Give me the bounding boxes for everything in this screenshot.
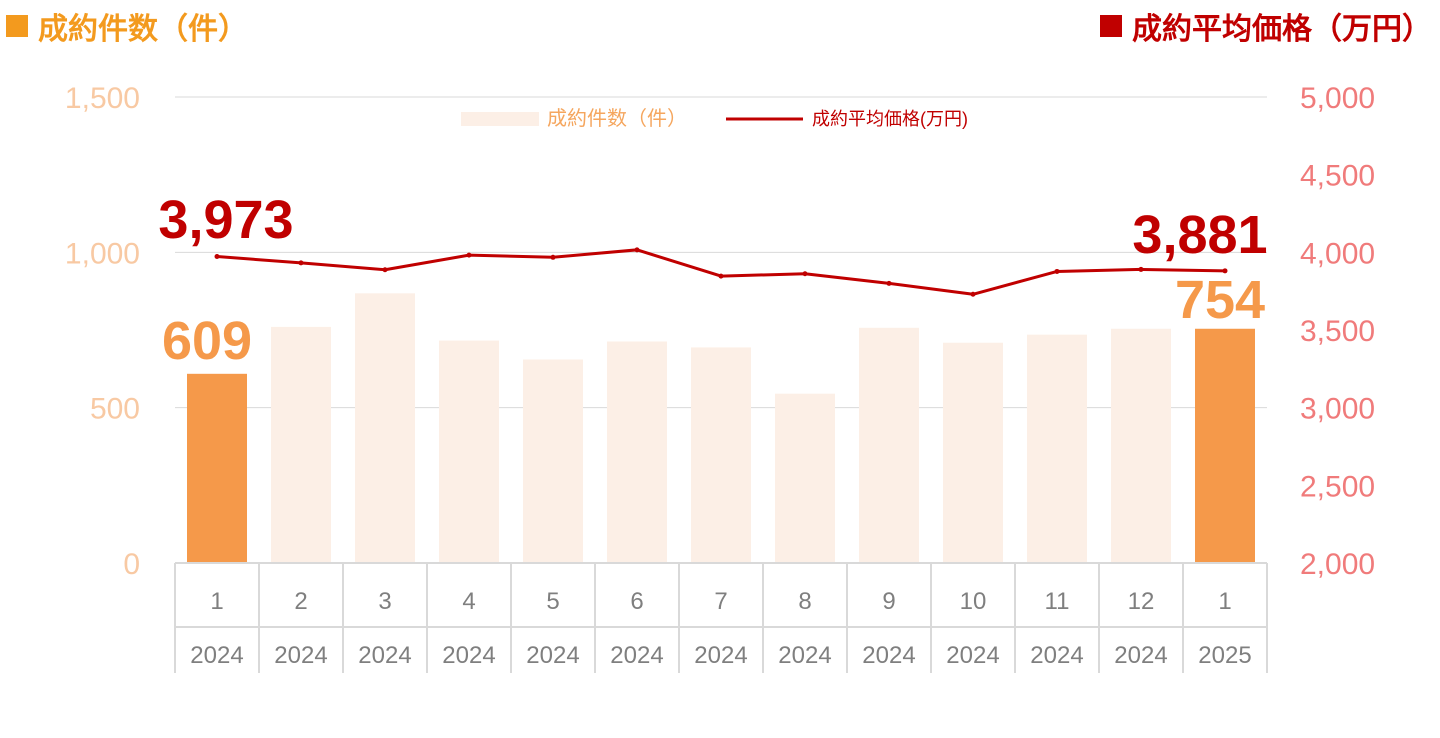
bar: [1111, 328, 1171, 563]
line-legend-square-icon: [1100, 15, 1122, 37]
right-axis-tick-label: 2,000: [1300, 548, 1375, 581]
legend-bar-swatch: [461, 112, 539, 126]
price-point: [382, 267, 388, 273]
left-axis-tick-label: 1,500: [65, 82, 140, 115]
x-axis-year-label: 2024: [1030, 642, 1083, 669]
x-axis-month-label: 7: [714, 588, 727, 615]
bar: [691, 347, 751, 563]
left-axis-tick-label: 500: [90, 393, 140, 426]
right-axis-title: 成約平均価格（万円）: [1100, 4, 1432, 48]
x-axis-month-label: 11: [1045, 588, 1070, 615]
bar: [523, 359, 583, 563]
price-point: [718, 273, 724, 279]
left-axis-tick-label: 1,000: [65, 237, 140, 270]
bar-last-value-label: 754: [1175, 270, 1265, 330]
x-axis-year-label: 2024: [1114, 642, 1167, 669]
x-axis-month-label: 1: [1218, 588, 1231, 615]
bar: [775, 393, 835, 563]
x-axis-month-label: 2: [294, 588, 307, 615]
price-point: [1054, 268, 1060, 274]
bar: [607, 341, 667, 563]
x-axis-month-label: 4: [462, 588, 475, 615]
left-axis-title-text: 成約件数（件）: [38, 13, 248, 46]
x-axis-month-label: 1: [210, 588, 223, 615]
bar: [1195, 328, 1255, 563]
price-point: [886, 280, 892, 286]
right-axis-title-text: 成約平均価格（万円）: [1132, 13, 1432, 46]
price-line: [216, 248, 1226, 296]
x-axis-year-label: 2024: [442, 642, 495, 669]
right-axis-tick-label: 5,000: [1300, 82, 1375, 115]
x-axis-year-label: 2025: [1198, 642, 1251, 669]
x-axis-year-label: 2024: [358, 642, 411, 669]
x-axis-month-label: 9: [882, 588, 895, 615]
line-last-value-label: 3,881: [1132, 205, 1267, 265]
right-axis-tick-label: 2,500: [1300, 470, 1375, 503]
x-axis-month-label: 12: [1128, 588, 1155, 615]
legend-line-label: 成約平均価格(万円): [812, 109, 968, 129]
price-point: [634, 247, 640, 253]
right-axis-tick-label: 3,000: [1300, 393, 1375, 426]
left-axis-tick-label: 0: [123, 548, 140, 581]
right-axis-tick-label: 4,500: [1300, 160, 1375, 193]
x-axis-year-label: 2024: [862, 642, 915, 669]
x-axis-year-label: 2024: [274, 642, 327, 669]
x-axis-month-label: 5: [546, 588, 559, 615]
bar: [859, 327, 919, 563]
bar: [1027, 334, 1087, 563]
bar-first-value-label: 609: [162, 311, 252, 371]
price-point: [298, 260, 304, 266]
x-axis-month-label: 8: [798, 588, 811, 615]
legend-bar-label: 成約件数（件）: [547, 107, 687, 130]
bar: [355, 293, 415, 563]
price-point: [970, 291, 976, 297]
left-axis-title: 成約件数（件）: [6, 4, 248, 48]
x-axis-month-label: 10: [960, 588, 987, 615]
bar: [271, 326, 331, 563]
bar: [187, 373, 247, 563]
x-axis-year-label: 2024: [190, 642, 243, 669]
x-axis-year-label: 2024: [694, 642, 747, 669]
x-axis-month-label: 3: [378, 588, 391, 615]
price-point: [1222, 268, 1228, 274]
right-axis-tick-label: 3,500: [1300, 315, 1375, 348]
x-axis-month-label: 6: [630, 588, 643, 615]
price-point: [466, 252, 472, 258]
x-axis-year-label: 2024: [526, 642, 579, 669]
price-point: [214, 254, 220, 260]
price-point: [550, 254, 556, 260]
price-point: [802, 271, 808, 277]
x-axis-year-label: 2024: [946, 642, 999, 669]
bar-legend-square-icon: [6, 15, 28, 37]
bar: [943, 342, 1003, 563]
bar: [439, 340, 499, 563]
line-first-value-label: 3,973: [158, 190, 293, 250]
x-axis-year-label: 2024: [778, 642, 831, 669]
x-axis-year-label: 2024: [610, 642, 663, 669]
right-axis-tick-label: 4,000: [1300, 237, 1375, 270]
price-point: [1138, 266, 1144, 272]
